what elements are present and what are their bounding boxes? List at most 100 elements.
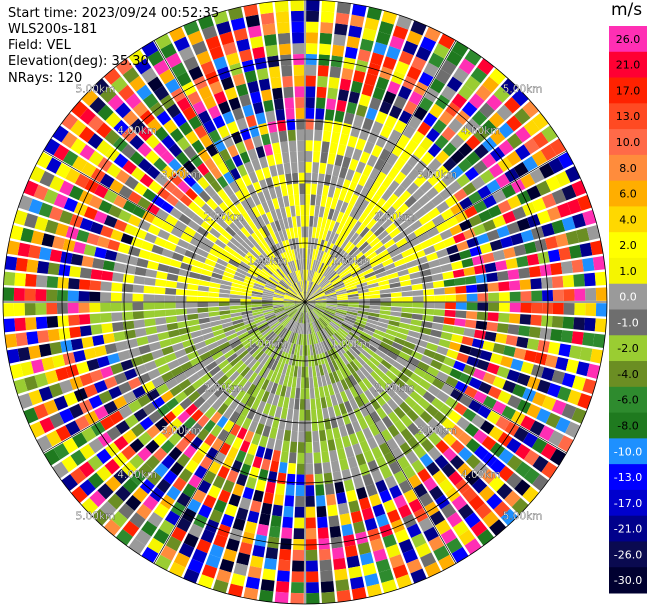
azimuth-spoke <box>304 150 567 303</box>
range-gate <box>254 243 265 254</box>
range-gate <box>495 333 508 344</box>
range-gate <box>502 210 517 224</box>
range-gate <box>213 138 227 153</box>
colorbar-swatch <box>609 283 647 310</box>
range-gate <box>515 461 532 478</box>
range-gate <box>300 388 305 400</box>
range-gate <box>208 129 222 143</box>
range-gate <box>127 191 142 205</box>
range-gate <box>146 202 160 216</box>
range-gate <box>540 144 557 161</box>
range-gate <box>130 355 144 368</box>
range-gate <box>590 348 604 364</box>
range-gate <box>403 100 418 115</box>
range-gate <box>480 169 495 184</box>
range-gate <box>265 211 274 224</box>
range-gate <box>287 261 294 273</box>
range-gate <box>295 322 300 334</box>
range-gate <box>306 312 310 324</box>
range-gate <box>28 345 42 360</box>
range-gate <box>413 106 428 121</box>
range-gate <box>314 118 324 131</box>
range-gate <box>251 296 263 300</box>
range-gate <box>272 302 284 304</box>
range-gate <box>418 378 432 391</box>
range-gate <box>318 386 325 398</box>
range-gate <box>365 483 378 497</box>
range-gate <box>229 180 240 194</box>
range-gate <box>305 528 317 540</box>
range-gate <box>278 373 286 386</box>
range-gate <box>312 162 320 174</box>
range-gate <box>229 305 241 310</box>
range-gate <box>329 244 338 256</box>
range-gate <box>199 322 212 330</box>
range-gate <box>396 203 409 216</box>
range-gate <box>364 271 376 279</box>
range-gate <box>294 298 305 302</box>
range-gate <box>528 326 541 339</box>
range-gate <box>560 260 574 274</box>
range-gate <box>212 475 226 489</box>
range-gate <box>251 308 263 314</box>
range-gate <box>381 374 393 386</box>
range-gate <box>341 254 351 264</box>
range-gate <box>522 156 538 172</box>
range-gate <box>310 398 316 410</box>
range-gate <box>361 244 372 255</box>
range-gate <box>549 138 566 156</box>
range-gate <box>442 142 457 157</box>
range-gate <box>266 199 275 212</box>
range-gate <box>231 282 243 289</box>
range-gate <box>283 303 295 306</box>
range-gate <box>316 274 324 285</box>
range-gate <box>328 372 336 384</box>
range-gate <box>63 197 78 213</box>
range-gate <box>346 229 356 241</box>
range-gate <box>450 388 464 402</box>
range-gate <box>147 76 164 92</box>
range-gate <box>359 151 371 164</box>
range-gate <box>449 224 463 236</box>
range-gate <box>262 425 272 438</box>
range-gate <box>222 548 238 563</box>
colorbar-swatch <box>609 154 647 182</box>
range-gate <box>230 255 242 264</box>
range-gate <box>314 473 324 486</box>
colorbar: 26.021.017.013.010.08.06.04.02.01.00.0-1… <box>609 26 647 594</box>
range-gate <box>294 300 305 302</box>
range-gate <box>262 189 272 202</box>
range-gate <box>532 112 549 130</box>
range-gate <box>113 119 129 136</box>
range-gate <box>389 315 401 322</box>
range-gate <box>24 288 36 301</box>
range-gate <box>422 220 436 232</box>
range-gate <box>197 148 211 162</box>
range-gate <box>430 266 443 275</box>
range-gate <box>318 548 332 561</box>
range-gate <box>217 188 229 202</box>
range-gate <box>334 234 343 246</box>
range-gate <box>136 258 149 268</box>
range-gate <box>283 505 294 518</box>
range-gate <box>326 338 335 349</box>
range-gate <box>507 394 522 409</box>
range-gate <box>305 388 310 400</box>
range-gate <box>336 380 345 393</box>
range-gate <box>329 525 342 538</box>
range-gate <box>295 311 301 322</box>
colorbar-tick-label: 17.0 <box>616 84 641 97</box>
range-gate <box>138 249 151 260</box>
range-gate <box>24 303 36 316</box>
range-gate <box>282 516 293 529</box>
range-gate <box>506 221 521 235</box>
range-gate <box>457 431 473 446</box>
range-gate <box>321 280 331 289</box>
range-gate <box>273 337 282 348</box>
range-gate <box>165 287 177 295</box>
range-gate <box>197 296 209 302</box>
range-gate <box>252 135 263 148</box>
range-gate <box>557 152 574 169</box>
range-gate <box>340 325 351 334</box>
range-gate <box>315 227 321 239</box>
